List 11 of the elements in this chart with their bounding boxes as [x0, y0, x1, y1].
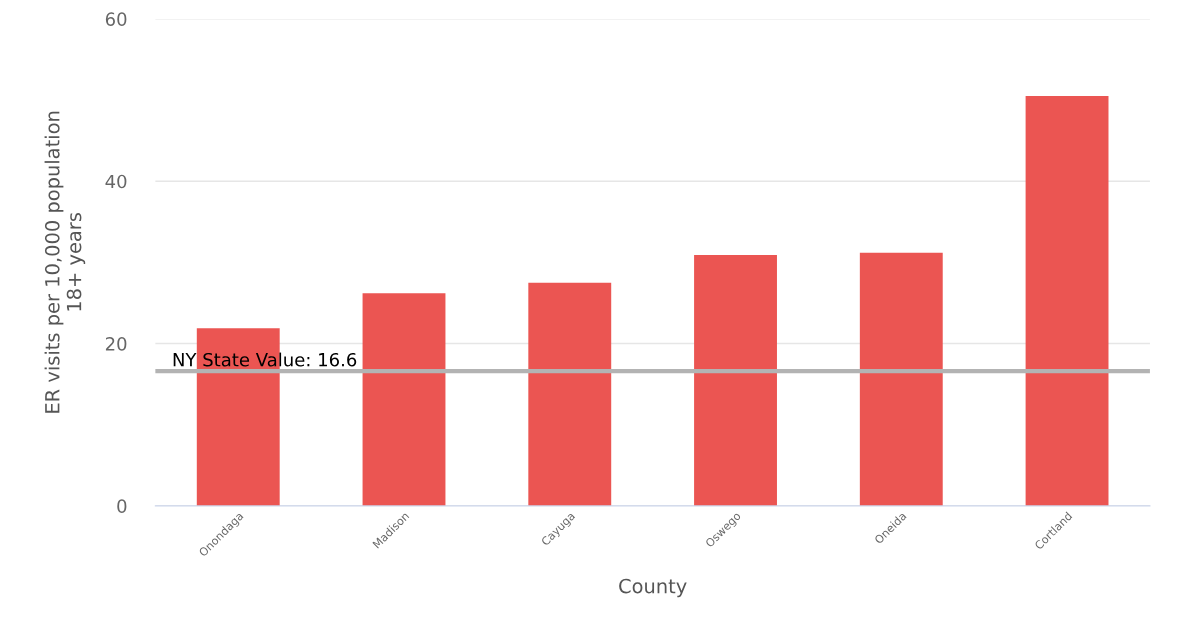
- x-axis-title: County: [619, 578, 687, 598]
- bar: [1025, 96, 1109, 506]
- y-tick-label: 60: [105, 12, 127, 27]
- y-tick-label: 20: [105, 337, 127, 351]
- y-axis-title: ER visits per 10,000 population 18+ years: [44, 111, 86, 413]
- bar: [859, 252, 943, 506]
- y-tick-label: 40: [105, 174, 127, 189]
- y-tick-label: 0: [117, 499, 127, 514]
- bar: [694, 255, 777, 506]
- bar: [528, 282, 612, 506]
- bar: [362, 293, 446, 506]
